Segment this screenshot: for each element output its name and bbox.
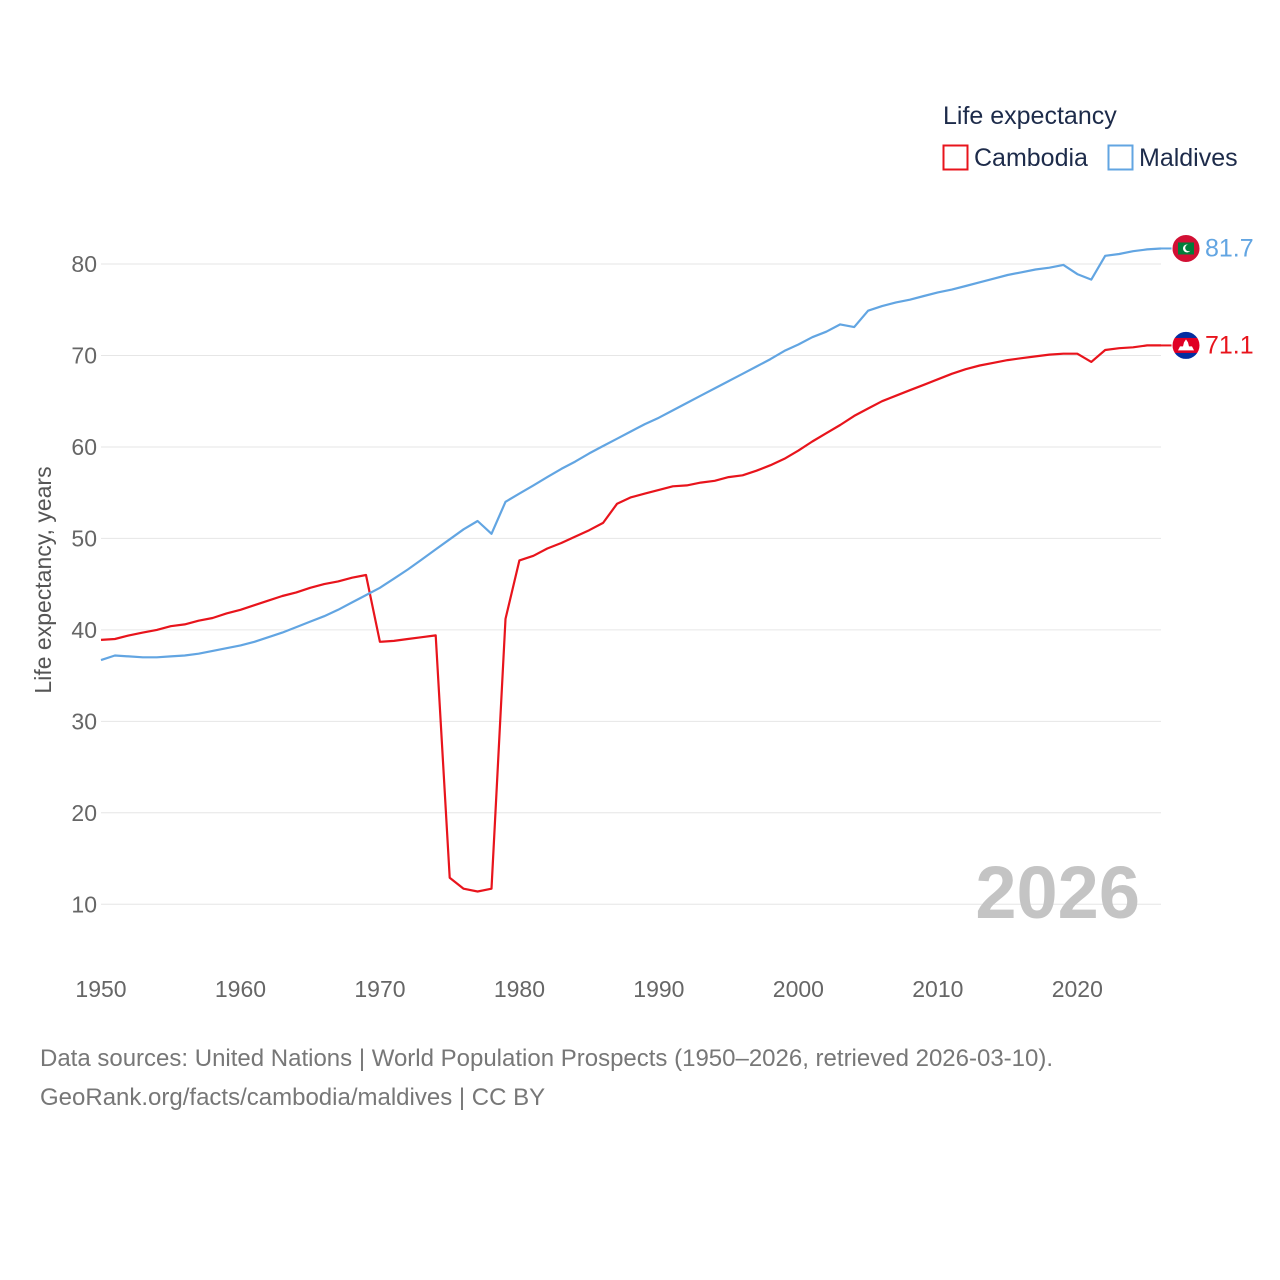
- legend-label-maldives: Maldives: [1139, 144, 1238, 172]
- legend: Life expectancy Cambodia Maldives: [942, 102, 1238, 172]
- legend-swatch-cambodia: [942, 144, 969, 171]
- y-tick-label: 40: [71, 617, 97, 643]
- y-tick-label: 30: [71, 708, 97, 734]
- series-line-maldives[interactable]: [100, 247, 1162, 662]
- y-tick-label: 50: [71, 525, 97, 551]
- x-tick-label: 1970: [354, 976, 405, 1002]
- series-lines: [100, 247, 1162, 893]
- legend-swatch-maldives: [1107, 144, 1134, 171]
- end-value-label-maldives: 81.7: [1205, 234, 1254, 262]
- x-tick-label: 2000: [773, 976, 824, 1002]
- end-markers: 71.1 81.7: [1161, 233, 1254, 360]
- y-tick-label: 70: [71, 342, 97, 368]
- x-tick-label: 2020: [1052, 976, 1103, 1002]
- y-tick-label: 10: [71, 891, 97, 917]
- current-year-watermark: 2026: [975, 851, 1140, 934]
- legend-item-cambodia[interactable]: Cambodia: [942, 144, 1089, 172]
- cambodia-flag-icon: [1171, 330, 1201, 360]
- y-tick-label: 80: [71, 251, 97, 277]
- credit-link-text[interactable]: GeoRank.org/facts/cambodia/maldives | CC…: [40, 1084, 546, 1111]
- series-line-cambodia[interactable]: [100, 344, 1161, 893]
- maldives-flag-icon: [1171, 233, 1201, 263]
- x-tick-label: 1990: [633, 976, 684, 1002]
- legend-title: Life expectancy: [943, 102, 1117, 130]
- legend-label-cambodia: Cambodia: [974, 144, 1088, 172]
- y-axis-title: Life expectancy, years: [30, 466, 56, 693]
- y-axis-ticks: 10 20 30 40 50 60 70 80: [71, 251, 97, 917]
- end-value-label-cambodia: 71.1: [1205, 331, 1254, 359]
- data-source-text: Data sources: United Nations | World Pop…: [40, 1045, 1054, 1072]
- legend-item-maldives[interactable]: Maldives: [1107, 144, 1238, 172]
- x-axis-ticks: 1950 1960 1970 1980 1990 2000 2010 2020: [75, 976, 1102, 1002]
- x-tick-label: 2010: [912, 976, 963, 1002]
- y-tick-label: 60: [71, 434, 97, 460]
- gridlines: [101, 263, 1161, 905]
- x-tick-label: 1980: [494, 976, 545, 1002]
- y-tick-label: 20: [71, 800, 97, 826]
- x-tick-label: 1960: [215, 976, 266, 1002]
- x-tick-label: 1950: [75, 976, 126, 1002]
